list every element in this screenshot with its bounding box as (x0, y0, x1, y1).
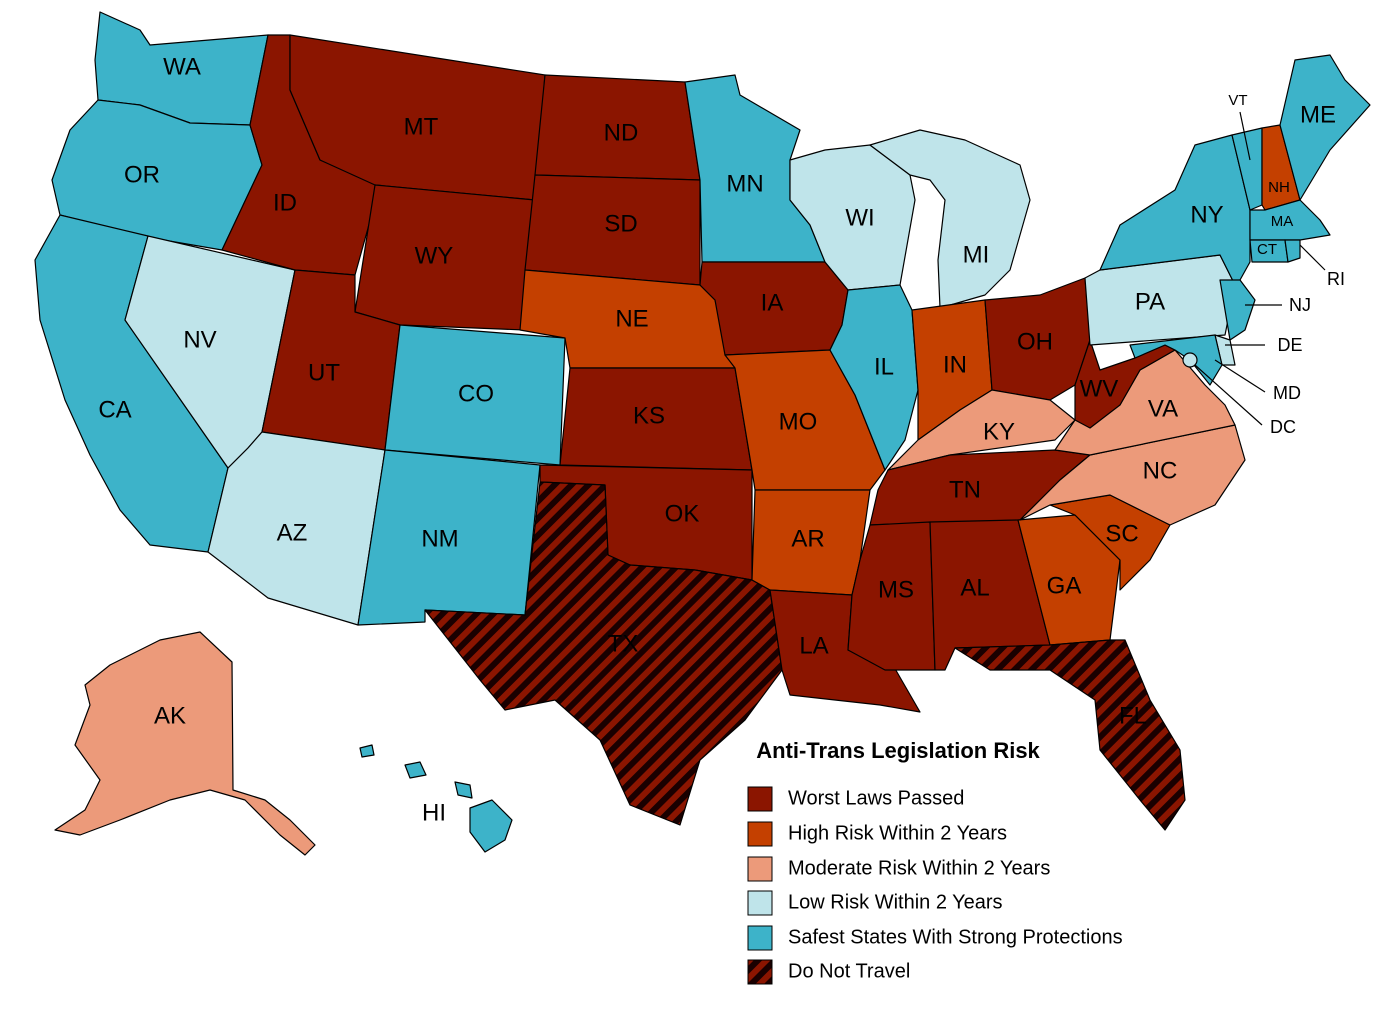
label-ar: AR (791, 525, 824, 552)
label-sd: SD (604, 210, 637, 237)
label-ri: RI (1327, 269, 1345, 289)
label-ne: NE (615, 305, 648, 332)
label-ok: OK (665, 500, 700, 527)
label-va: VA (1148, 395, 1178, 422)
label-wv: WV (1080, 375, 1119, 402)
label-mn: MN (726, 170, 763, 197)
label-ny: NY (1190, 201, 1223, 228)
state-me[interactable] (1279, 54, 1371, 201)
label-co: CO (458, 380, 494, 407)
label-ia: IA (761, 289, 784, 316)
leader-lines (1194, 111, 1326, 426)
legend-item-worst: Worst Laws Passed (788, 787, 964, 809)
state-mi[interactable] (869, 129, 1031, 309)
label-al: AL (960, 574, 989, 601)
label-oh: OH (1017, 328, 1053, 355)
label-in: IN (943, 351, 967, 378)
label-nd: ND (604, 119, 639, 146)
legend-item-safest: Safest States With Strong Protections (788, 926, 1123, 948)
state-ri[interactable] (1284, 239, 1301, 263)
label-nc: NC (1143, 457, 1178, 484)
label-mt: MT (404, 113, 439, 140)
state-il[interactable] (829, 284, 919, 471)
label-ut: UT (308, 359, 340, 386)
label-wi: WI (845, 204, 874, 231)
label-wy: WY (415, 242, 454, 269)
label-or: OR (124, 161, 160, 188)
state-fl[interactable] (954, 639, 1186, 831)
label-md: MD (1273, 383, 1301, 403)
label-vt: VT (1228, 92, 1247, 109)
label-ga: GA (1047, 572, 1082, 599)
label-mo: MO (779, 408, 818, 435)
label-ca: CA (98, 396, 131, 423)
state-wy[interactable] (354, 184, 536, 331)
label-mi: MI (963, 241, 990, 268)
label-wa: WA (163, 53, 201, 80)
label-az: AZ (277, 519, 308, 546)
legend-item-dnt: Do Not Travel (788, 960, 910, 982)
label-ks: KS (633, 402, 665, 429)
label-ma: MA (1271, 213, 1294, 230)
legend-item-low: Low Risk Within 2 Years (788, 891, 1003, 913)
label-ky: KY (983, 418, 1015, 445)
label-ak: AK (154, 702, 186, 729)
state-nj[interactable] (1219, 279, 1256, 341)
label-hi: HI (422, 799, 446, 826)
dc-marker[interactable] (1182, 352, 1198, 368)
legend-swatch-high (747, 821, 773, 847)
legend: Anti-Trans Legislation Risk Worst Laws P… (747, 738, 1123, 985)
label-il: IL (874, 353, 894, 380)
label-de: DE (1277, 335, 1302, 355)
states-layer (34, 11, 1371, 856)
label-nh: NH (1268, 179, 1290, 196)
legend-item-high: High Risk Within 2 Years (788, 822, 1007, 844)
label-nj: NJ (1289, 295, 1311, 315)
legend-swatch-safest (747, 925, 773, 951)
label-fl: FL (1119, 702, 1147, 729)
label-id: ID (273, 189, 297, 216)
legend-title: Anti-Trans Legislation Risk (756, 738, 1040, 763)
label-ms: MS (878, 576, 914, 603)
label-ct: CT (1257, 241, 1277, 258)
state-tx[interactable] (424, 481, 783, 826)
label-tx: TX (608, 630, 639, 657)
legend-swatch-low (747, 890, 773, 916)
state-labels: WA OR CA NV ID MT WY UT AZ CO NM ND SD N… (98, 53, 1345, 826)
label-nv: NV (183, 326, 216, 353)
legend-swatch-dnt (747, 959, 773, 985)
label-pa: PA (1135, 288, 1165, 315)
legend-item-moderate: Moderate Risk Within 2 Years (788, 857, 1050, 879)
state-ak[interactable] (54, 631, 316, 856)
legend-swatch-moderate (747, 856, 773, 882)
label-tn: TN (949, 476, 981, 503)
label-nm: NM (421, 525, 458, 552)
label-me: ME (1300, 101, 1336, 128)
state-hi[interactable] (359, 744, 513, 853)
label-dc: DC (1270, 417, 1296, 437)
state-ga[interactable] (1017, 514, 1121, 646)
legend-swatch-worst (747, 786, 773, 812)
label-la: LA (799, 632, 828, 659)
state-nc[interactable] (1019, 424, 1246, 526)
label-sc: SC (1105, 520, 1138, 547)
